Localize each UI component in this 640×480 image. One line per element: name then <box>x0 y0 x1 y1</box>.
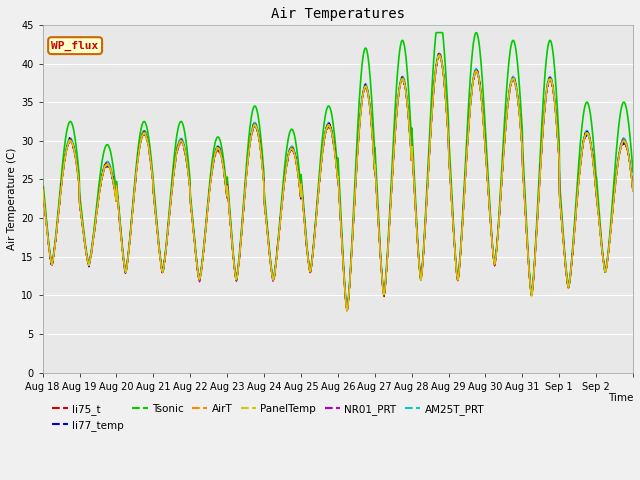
Legend: li75_t, li77_temp, Tsonic, AirT, PanelTemp, NR01_PRT, AM25T_PRT: li75_t, li77_temp, Tsonic, AirT, PanelTe… <box>48 400 488 435</box>
Y-axis label: Air Temperature (C): Air Temperature (C) <box>7 147 17 250</box>
Title: Air Temperatures: Air Temperatures <box>271 7 405 21</box>
Text: WP_flux: WP_flux <box>51 40 99 51</box>
X-axis label: Time: Time <box>608 393 633 403</box>
